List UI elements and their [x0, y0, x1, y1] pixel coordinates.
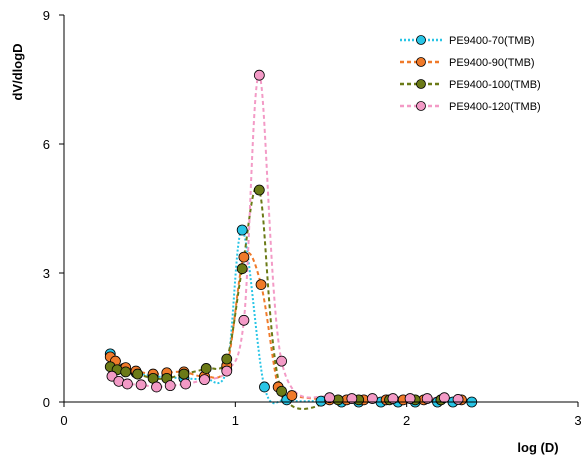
- data-point-pe9400-100-tmb-: [276, 385, 287, 397]
- data-point-pe9400-100-tmb-: [178, 368, 190, 380]
- legend-label-pe9400-90-tmb-: PE9400-90(TMB): [449, 57, 535, 69]
- data-point-pe9400-120-tmb-: [253, 69, 265, 81]
- data-point-pe9400-100-tmb-: [253, 184, 265, 196]
- data-point-pe9400-100-tmb-: [221, 353, 233, 365]
- data-point-pe9400-120-tmb-: [452, 394, 464, 405]
- data-point-pe9400-120-tmb-: [438, 392, 450, 404]
- data-point-pe9400-100-tmb-: [132, 368, 144, 380]
- data-point-pe9400-70-tmb-: [236, 224, 248, 236]
- data-point-pe9400-90-tmb-: [238, 251, 250, 263]
- legend-marker-pe9400-90-tmb-: [416, 57, 426, 67]
- x-tick-label: 0: [60, 413, 67, 428]
- legend-marker-pe9400-100-tmb-: [416, 79, 426, 89]
- data-point-pe9400-120-tmb-: [238, 314, 250, 326]
- series-line-pe9400-120-tmb-: [111, 74, 459, 402]
- data-point-pe9400-120-tmb-: [421, 393, 433, 404]
- data-point-pe9400-100-tmb-: [200, 363, 212, 374]
- x-tick-label: 2: [403, 413, 410, 428]
- legend-marker-pe9400-120-tmb-: [416, 101, 426, 111]
- y-tick-label: 9: [43, 8, 50, 23]
- data-point-pe9400-120-tmb-: [346, 393, 358, 404]
- y-tick-label: 3: [43, 266, 50, 281]
- legend-label-pe9400-100-tmb-: PE9400-100(TMB): [449, 79, 541, 91]
- data-point-pe9400-70-tmb-: [259, 381, 270, 393]
- x-axis-title: log (D): [517, 440, 558, 455]
- data-point-pe9400-120-tmb-: [199, 374, 210, 386]
- data-point-pe9400-120-tmb-: [366, 393, 378, 404]
- data-point-pe9400-120-tmb-: [221, 365, 233, 377]
- data-point-pe9400-100-tmb-: [120, 366, 132, 378]
- data-point-pe9400-120-tmb-: [387, 393, 399, 404]
- data-point-pe9400-120-tmb-: [324, 392, 335, 404]
- y-tick-label: 6: [43, 137, 50, 152]
- data-point-pe9400-90-tmb-: [255, 279, 267, 291]
- series-line-pe9400-70-tmb-: [109, 228, 472, 405]
- data-point-pe9400-120-tmb-: [164, 380, 176, 392]
- legend-label-pe9400-120-tmb-: PE9400-120(TMB): [449, 101, 541, 113]
- data-point-pe9400-100-tmb-: [236, 263, 248, 275]
- data-point-pe9400-120-tmb-: [276, 355, 287, 367]
- y-tick-label: 0: [43, 395, 50, 410]
- y-axis-title: dV/dlogD: [10, 43, 25, 100]
- data-point-pe9400-120-tmb-: [121, 378, 133, 390]
- data-point-pe9400-120-tmb-: [180, 378, 192, 390]
- legend-label-pe9400-70-tmb-: PE9400-70(TMB): [449, 35, 535, 47]
- x-tick-label: 1: [232, 413, 239, 428]
- data-point-pe9400-120-tmb-: [404, 393, 416, 404]
- x-tick-label: 3: [574, 413, 581, 428]
- data-point-pe9400-120-tmb-: [151, 381, 162, 393]
- legend-marker-pe9400-70-tmb-: [416, 35, 426, 45]
- data-point-pe9400-120-tmb-: [135, 379, 147, 391]
- data-point-pe9400-90-tmb-: [286, 390, 298, 401]
